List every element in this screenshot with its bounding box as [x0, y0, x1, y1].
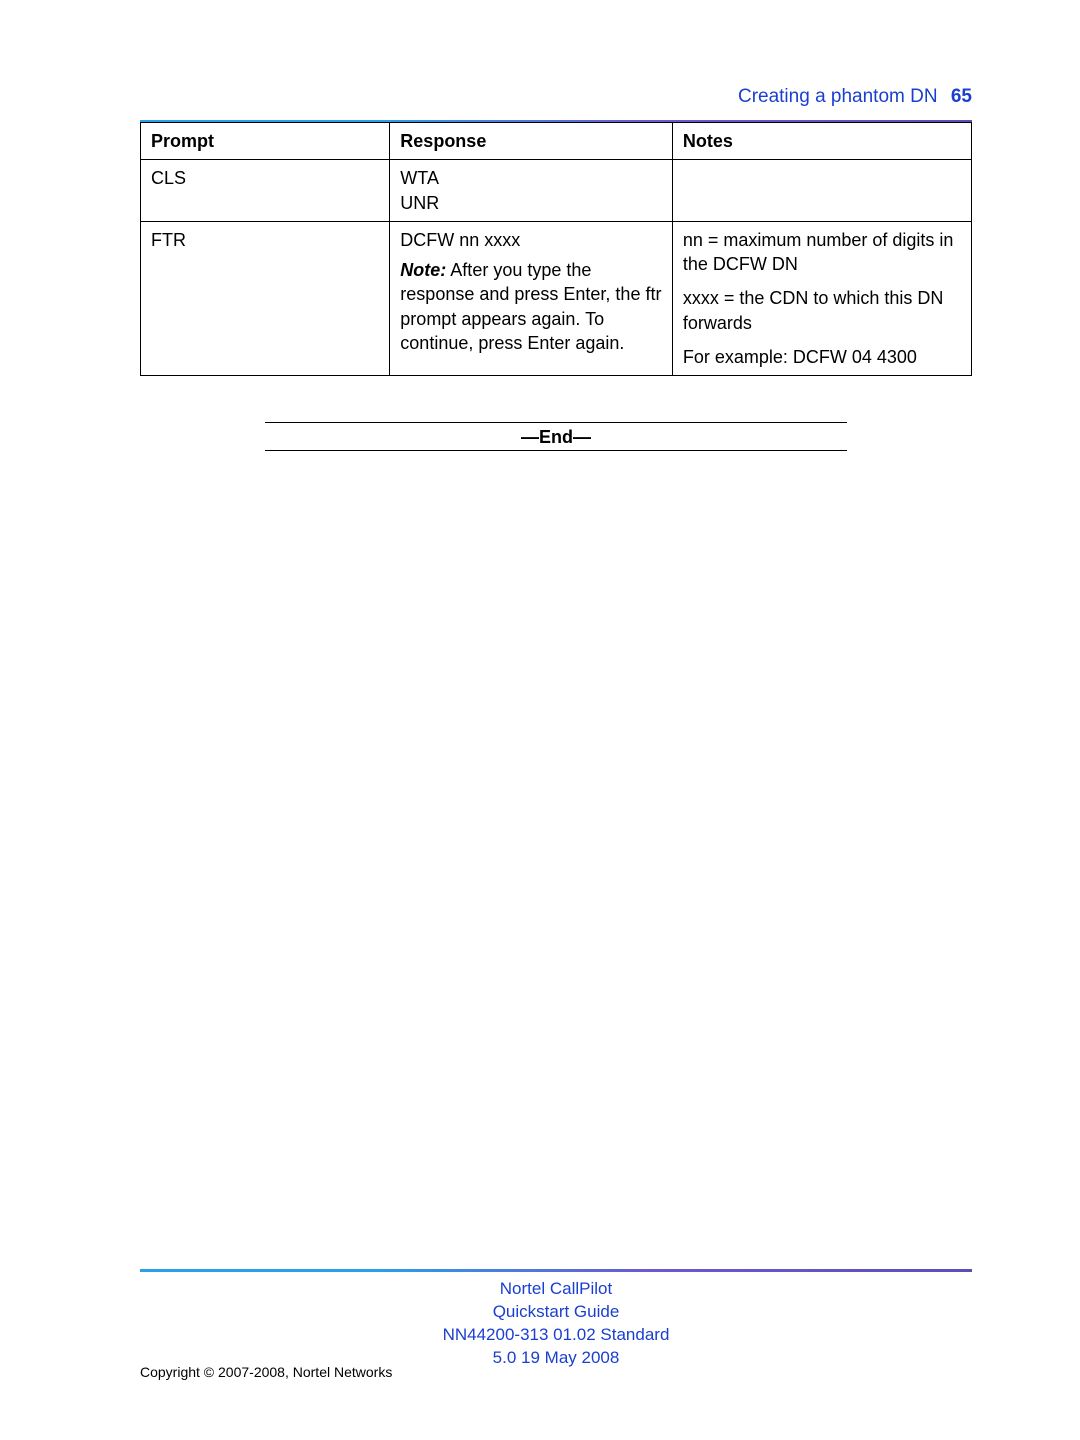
cell-notes: nn = maximum number of digits in the DCF…: [672, 221, 971, 375]
header-section-title: Creating a phantom DN: [738, 86, 938, 107]
end-rule-bottom: [265, 450, 847, 451]
response-line: UNR: [400, 191, 662, 215]
response-line: WTA: [400, 166, 662, 190]
prompt-response-table: Prompt Response Notes CLS WTA UNR FTR DC…: [140, 122, 972, 376]
notes-line: nn = maximum number of digits in the DCF…: [683, 228, 961, 277]
header-page-number: 65: [951, 86, 972, 107]
notes-line: For example: DCFW 04 4300: [683, 345, 961, 369]
page-footer: Nortel CallPilot Quickstart Guide NN4420…: [140, 1278, 972, 1370]
copyright-text: Copyright © 2007-2008, Nortel Networks: [140, 1364, 392, 1380]
col-header-prompt: Prompt: [141, 123, 390, 160]
cell-response: DCFW nn xxxx Note: After you type the re…: [390, 221, 673, 375]
cell-notes: [672, 160, 971, 222]
response-line: DCFW nn xxxx: [400, 228, 662, 252]
table-row: FTR DCFW nn xxxx Note: After you type th…: [141, 221, 972, 375]
col-header-response: Response: [390, 123, 673, 160]
end-marker-block: —End—: [265, 422, 847, 451]
response-note: Note: After you type the response and pr…: [400, 258, 662, 355]
footer-line: Quickstart Guide: [140, 1301, 972, 1324]
notes-line: xxxx = the CDN to which this DN forwards: [683, 286, 961, 335]
note-label: Note:: [400, 260, 446, 280]
bottom-gradient-rule: [140, 1269, 972, 1272]
page-header: Creating a phantom DN 65: [140, 86, 972, 108]
col-header-notes: Notes: [672, 123, 971, 160]
document-page: Creating a phantom DN 65 Prompt Response…: [0, 0, 1080, 1440]
table-header-row: Prompt Response Notes: [141, 123, 972, 160]
cell-prompt: CLS: [141, 160, 390, 222]
cell-prompt: FTR: [141, 221, 390, 375]
table-row: CLS WTA UNR: [141, 160, 972, 222]
end-text: —End—: [265, 423, 847, 450]
cell-response: WTA UNR: [390, 160, 673, 222]
footer-line: NN44200-313 01.02 Standard: [140, 1324, 972, 1347]
footer-line: Nortel CallPilot: [140, 1278, 972, 1301]
